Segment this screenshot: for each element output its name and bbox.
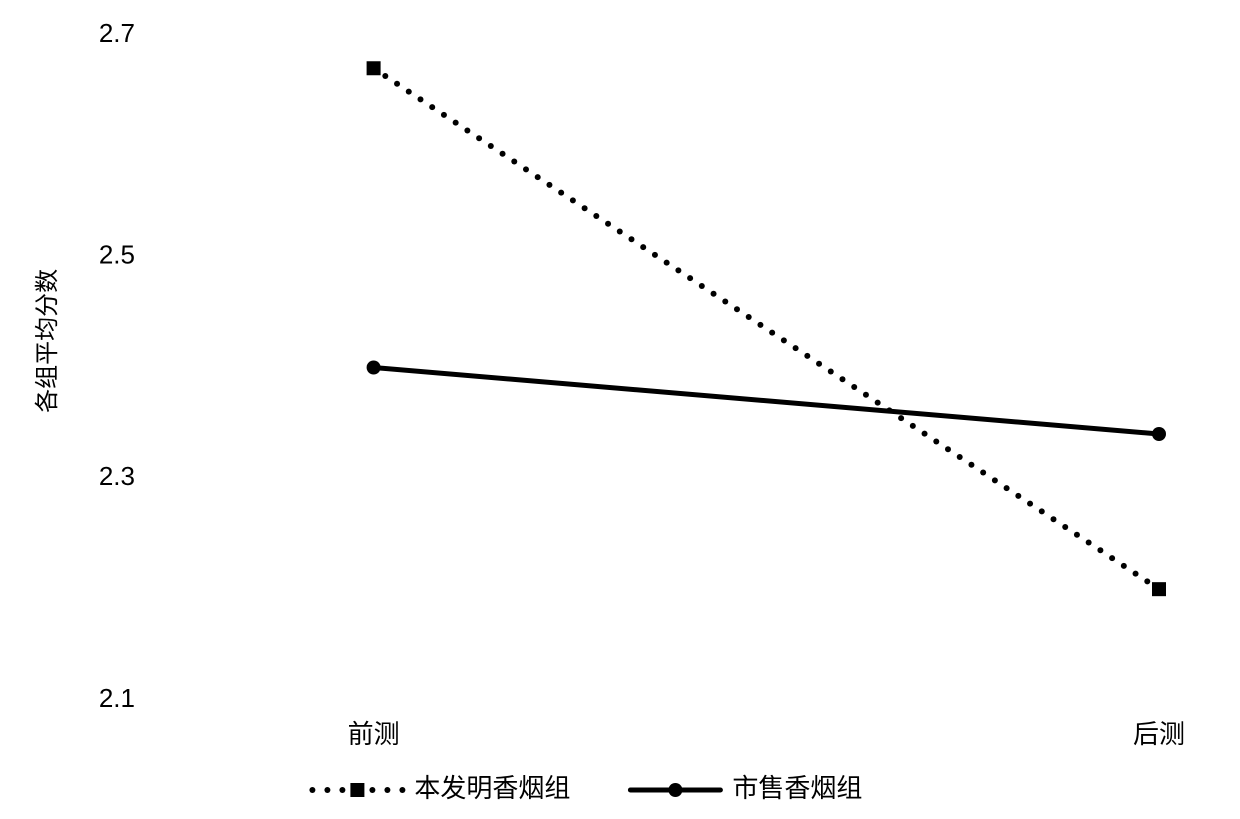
dotted-dot [617, 229, 623, 235]
dotted-dot [980, 470, 986, 476]
dotted-dot [699, 283, 705, 289]
dotted-dot [582, 205, 588, 211]
dotted-dot [804, 353, 810, 359]
x-tick-label: 前测 [348, 719, 400, 749]
dotted-dot [546, 182, 552, 188]
dotted-dot [722, 298, 728, 304]
dotted-dot [441, 112, 447, 118]
dotted-dot [711, 291, 717, 297]
dotted-dot [687, 275, 693, 281]
dotted-dot [324, 787, 330, 793]
dotted-dot [793, 345, 799, 351]
dotted-dot [675, 267, 681, 273]
line-chart: 2.1 2.3 2.5 2.7 各组平均分数前测 后测本发明香烟组 市售香烟组 [0, 0, 1240, 819]
dotted-dot [429, 104, 435, 110]
dotted-dot [476, 135, 482, 141]
y-tick-label: 2.5 [99, 240, 135, 270]
dotted-dot [1062, 524, 1068, 530]
dotted-dot [664, 260, 670, 266]
dotted-dot [1050, 516, 1056, 522]
legend-marker-square [350, 783, 364, 797]
dotted-dot [652, 252, 658, 258]
series-marker-square [367, 61, 381, 75]
y-axis-title: 各组平均分数 [34, 269, 61, 413]
dotted-dot [570, 197, 576, 203]
dotted-dot [851, 384, 857, 390]
dotted-dot [933, 438, 939, 444]
dotted-dot [734, 306, 740, 312]
dotted-dot [839, 376, 845, 382]
y-tick-label: 2.7 [99, 18, 135, 48]
series-marker-square [1152, 582, 1166, 596]
dotted-dot [535, 174, 541, 180]
dotted-dot [309, 787, 315, 793]
dotted-dot [1015, 493, 1021, 499]
dotted-dot [1097, 547, 1103, 553]
dotted-dot [898, 415, 904, 421]
dotted-dot [640, 244, 646, 250]
dotted-dot [558, 190, 564, 196]
dotted-dot [816, 361, 822, 367]
dotted-dot [1027, 501, 1033, 507]
dotted-dot [781, 337, 787, 343]
dotted-dot [968, 462, 974, 468]
dotted-dot [382, 73, 388, 79]
dotted-dot [369, 787, 375, 793]
legend-label: 本发明香烟组 [414, 773, 570, 803]
y-tick-label: 2.1 [99, 683, 135, 713]
dotted-dot [511, 159, 517, 165]
dotted-dot [746, 314, 752, 320]
dotted-dot [453, 120, 459, 126]
dotted-dot [875, 400, 881, 406]
dotted-dot [922, 431, 928, 437]
dotted-dot [523, 166, 529, 172]
dotted-dot [1039, 508, 1045, 514]
dotted-dot [339, 787, 345, 793]
dotted-dot [992, 477, 998, 483]
dotted-dot [399, 787, 405, 793]
dotted-dot [500, 151, 506, 157]
legend-marker-circle [668, 783, 682, 797]
legend-label: 市售香烟组 [732, 773, 862, 803]
dotted-dot [384, 787, 390, 793]
dotted-dot [406, 89, 412, 95]
dotted-dot [1074, 532, 1080, 538]
chart-svg: 2.1 2.3 2.5 2.7 各组平均分数前测 后测本发明香烟组 市售香烟组 [0, 0, 1240, 819]
x-tick-label: 后测 [1133, 719, 1185, 749]
dotted-dot [464, 127, 470, 133]
dotted-dot [1109, 555, 1115, 561]
dotted-dot [910, 423, 916, 429]
y-tick-label: 2.3 [99, 461, 135, 491]
series-marker-circle [367, 361, 381, 375]
dotted-dot [605, 221, 611, 227]
dotted-dot [769, 330, 775, 336]
series-line [374, 368, 1159, 435]
dotted-dot [593, 213, 599, 219]
dotted-dot [1121, 563, 1127, 569]
dotted-dot [828, 368, 834, 374]
dotted-dot [628, 236, 634, 242]
dotted-dot [1004, 485, 1010, 491]
series-marker-circle [1152, 427, 1166, 441]
dotted-dot [757, 322, 763, 328]
dotted-dot [957, 454, 963, 460]
dotted-dot [394, 81, 400, 87]
dotted-dot [417, 96, 423, 102]
dotted-dot [863, 392, 869, 398]
dotted-dot [1144, 578, 1150, 584]
dotted-dot [1086, 540, 1092, 546]
dotted-dot [1133, 571, 1139, 577]
dotted-dot [488, 143, 494, 149]
dotted-dot [945, 446, 951, 452]
